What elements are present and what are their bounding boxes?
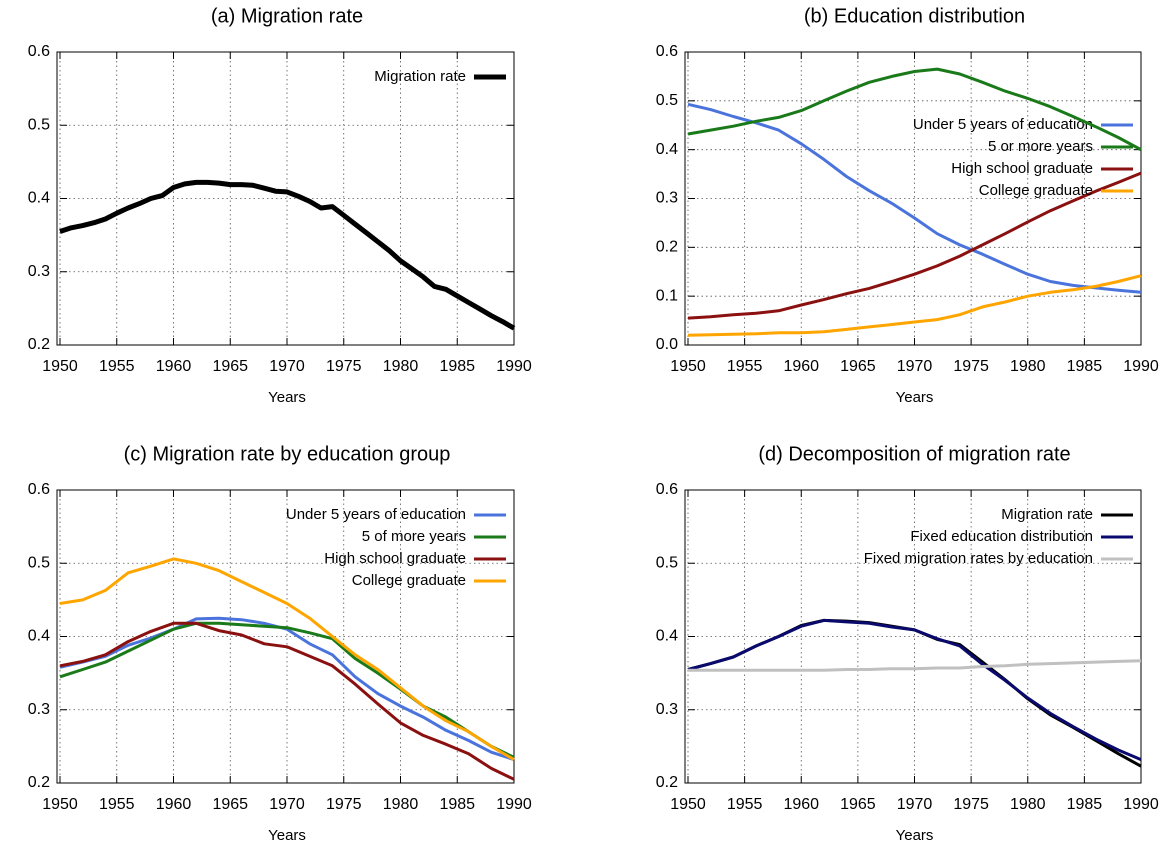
legend-label: College graduate [979, 182, 1093, 199]
x-axis-label: Years [268, 389, 306, 406]
legend-label: Fixed migration rates by education [864, 550, 1093, 567]
x-tick-label: 1990 [496, 796, 532, 813]
plot-frame [684, 489, 1142, 784]
data-line [688, 659, 1142, 672]
x-tick-label: 1985 [439, 796, 475, 813]
y-tick-label: 0.5 [656, 92, 678, 109]
x-tick-label: 1960 [156, 796, 192, 813]
y-tick-label: 0.4 [656, 628, 678, 645]
x-tick-label: 1955 [99, 358, 135, 375]
x-tick-label: 1980 [383, 358, 419, 375]
y-tick-label: 0.3 [28, 701, 50, 718]
legend-label: Fixed education distribution [910, 528, 1093, 545]
plot-frame [684, 51, 1142, 346]
x-tick-label: 1980 [383, 796, 419, 813]
x-tick-label: 1990 [1123, 796, 1159, 813]
legend-label: Under 5 years of education [913, 116, 1093, 133]
x-tick-label: 1975 [326, 796, 362, 813]
x-tick-label: 1955 [727, 358, 763, 375]
y-tick-label: 0.1 [656, 287, 678, 304]
data-line [59, 621, 515, 781]
x-tick-label: 1950 [670, 796, 706, 813]
x-tick-label: 1975 [953, 796, 989, 813]
x-tick-label: 1970 [269, 796, 305, 813]
data-line [59, 621, 515, 759]
y-tick-label: 0.2 [28, 774, 50, 791]
y-tick-label: 0.2 [28, 336, 50, 353]
x-tick-label: 1965 [212, 358, 248, 375]
y-tick-label: 0.5 [28, 116, 50, 133]
x-tick-label: 1985 [1067, 358, 1103, 375]
x-tick-label: 1990 [1123, 358, 1159, 375]
y-tick-label: 0.2 [656, 774, 678, 791]
x-tick-label: 1970 [269, 358, 305, 375]
y-tick-label: 0.4 [28, 190, 50, 207]
legend-label: 5 of more years [362, 528, 466, 545]
x-axis-label: Years [896, 827, 934, 844]
y-tick-label: 0.6 [656, 43, 678, 60]
chart-title: (c) Migration rate by education group [124, 443, 451, 465]
data-line [687, 274, 1142, 337]
y-tick-label: 0.4 [656, 141, 678, 158]
legend-label: Migration rate [1001, 506, 1093, 523]
y-tick-label: 0.3 [656, 190, 678, 207]
y-tick-label: 0.3 [28, 263, 50, 280]
legend-label: 5 or more years [988, 138, 1093, 155]
x-tick-label: 1985 [1067, 796, 1103, 813]
x-tick-label: 1950 [670, 358, 706, 375]
x-tick-label: 1950 [42, 358, 78, 375]
y-tick-label: 0.6 [656, 481, 678, 498]
x-tick-label: 1955 [727, 796, 763, 813]
y-tick-label: 0.6 [28, 43, 50, 60]
y-tick-label: 0.5 [656, 554, 678, 571]
data-line [687, 171, 1142, 320]
y-tick-label: 0.3 [656, 701, 678, 718]
y-tick-label: 0.0 [656, 336, 678, 353]
legend-label: Under 5 years of education [286, 506, 466, 523]
data-line [687, 67, 1142, 152]
x-tick-label: 1965 [212, 796, 248, 813]
x-axis-label: Years [268, 827, 306, 844]
x-tick-label: 1950 [42, 796, 78, 813]
chart-title: (d) Decomposition of migration rate [758, 443, 1070, 465]
legend-label: High school graduate [324, 550, 466, 567]
x-tick-label: 1960 [783, 358, 819, 375]
x-tick-label: 1970 [897, 358, 933, 375]
x-tick-label: 1970 [897, 796, 933, 813]
data-line [59, 179, 516, 331]
x-tick-label: 1990 [496, 358, 532, 375]
legend-label: Migration rate [374, 68, 466, 85]
x-tick-label: 1985 [439, 358, 475, 375]
data-line [687, 618, 1142, 761]
x-tick-label: 1960 [783, 796, 819, 813]
legend-label: High school graduate [951, 160, 1093, 177]
legend-label: College graduate [352, 572, 466, 589]
plot-frame [56, 489, 515, 784]
x-tick-label: 1975 [326, 358, 362, 375]
data-line [687, 102, 1142, 294]
x-tick-label: 1965 [840, 358, 876, 375]
x-tick-label: 1980 [1010, 358, 1046, 375]
plot-frame [56, 51, 515, 346]
x-tick-label: 1960 [156, 358, 192, 375]
y-tick-label: 0.2 [656, 239, 678, 256]
x-tick-label: 1980 [1010, 796, 1046, 813]
x-tick-label: 1965 [840, 796, 876, 813]
x-tick-label: 1975 [953, 358, 989, 375]
data-line [59, 557, 515, 761]
chart-title: (a) Migration rate [211, 5, 363, 27]
y-tick-label: 0.5 [28, 554, 50, 571]
x-axis-label: Years [896, 389, 934, 406]
y-tick-label: 0.4 [28, 628, 50, 645]
x-tick-label: 1955 [99, 796, 135, 813]
chart-title: (b) Education distribution [804, 5, 1025, 27]
y-tick-label: 0.6 [28, 481, 50, 498]
